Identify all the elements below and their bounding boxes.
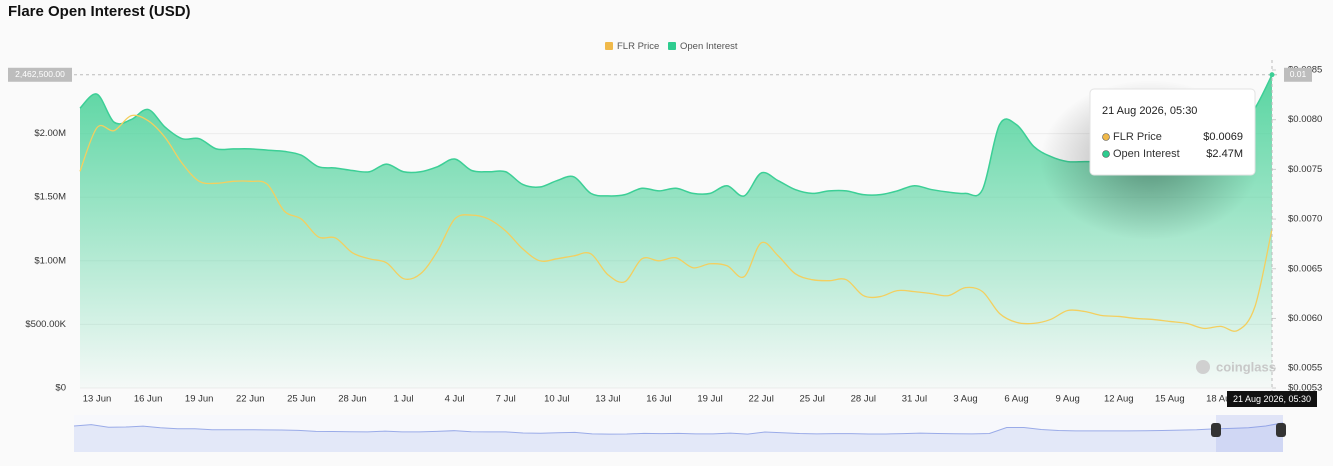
x-tick-label: 18 Aug xyxy=(1206,394,1236,405)
x-tick-label: 22 Jun xyxy=(236,394,265,405)
watermark: coinglass xyxy=(1216,359,1276,374)
x-tick-label: 16 Jul xyxy=(646,394,671,405)
tooltip-name: Open Interest xyxy=(1113,148,1180,160)
navigator-selection xyxy=(1216,415,1283,452)
y-tick-label: $500.00K xyxy=(25,319,66,330)
x-tick-label: 13 Jul xyxy=(595,394,620,405)
x-tick-label: 19 Jul xyxy=(697,394,722,405)
y-tick-label: $2.00M xyxy=(34,128,66,139)
x-tick-label: 9 Aug xyxy=(1056,394,1080,405)
legend-label: FLR Price xyxy=(617,41,659,52)
crosshair-y-label: 2,462,500.00 xyxy=(15,69,65,79)
line xyxy=(79,114,1273,332)
legend-swatch xyxy=(668,42,676,50)
chart-title: Flare Open Interest (USD) xyxy=(8,3,191,20)
x-tick-label: 13 Jun xyxy=(83,394,112,405)
y2-tick-label: $0.0075 xyxy=(1288,164,1322,175)
x-tick-label: 25 Jun xyxy=(287,394,316,405)
x-tick-label: 19 Jun xyxy=(185,394,214,405)
watermark-icon xyxy=(1196,360,1210,374)
x-tick-label: 31 Jul xyxy=(902,394,927,405)
navigator-handle[interactable] xyxy=(1276,423,1286,437)
x-tick-label: 12 Aug xyxy=(1104,394,1134,405)
x-tick-label: 16 Jun xyxy=(134,394,163,405)
crosshair-y2-box xyxy=(1284,67,1312,82)
legend-label: Open Interest xyxy=(680,41,738,52)
tooltip xyxy=(1089,88,1256,176)
x-tick-label: 28 Jul xyxy=(851,394,876,405)
area xyxy=(80,74,1272,389)
y2-tick-label: $0.0080 xyxy=(1288,114,1322,125)
hover-dot xyxy=(1269,72,1275,78)
y-tick-label: $1.00M xyxy=(34,255,66,266)
x-tick-label: 28 Jun xyxy=(338,394,367,405)
navigator-area xyxy=(74,422,1283,452)
crosshair-x-box xyxy=(1227,391,1317,407)
y-tick-label: $1.50M xyxy=(34,192,66,203)
x-tick-label: 15 Aug xyxy=(1155,394,1185,405)
tooltip-title: 21 Aug 2026, 05:30 xyxy=(1102,105,1197,117)
navigator-handle[interactable] xyxy=(1211,423,1221,437)
legend-swatch xyxy=(605,42,613,50)
x-tick-label: 1 Jul xyxy=(394,394,414,405)
crosshair-y-box xyxy=(8,67,72,82)
navigator-line xyxy=(73,422,1284,435)
x-tick-label: 4 Jul xyxy=(445,394,465,405)
x-tick-label: 7 Jul xyxy=(496,394,516,405)
tooltip-value: $0.0069 xyxy=(1203,131,1243,143)
y-tick-label: $0 xyxy=(55,383,66,394)
y2-tick-label: $0.0053 xyxy=(1288,383,1322,394)
tooltip-dot xyxy=(1102,133,1110,141)
x-tick-label: 10 Jul xyxy=(544,394,569,405)
y2-tick-label: $0.0055 xyxy=(1288,363,1322,374)
x-tick-label: 25 Jul xyxy=(800,394,825,405)
y2-tick-label: $0.0070 xyxy=(1288,214,1322,225)
tooltip-name: FLR Price xyxy=(1113,131,1162,143)
crosshair-y2-label: 0.01 xyxy=(1290,69,1307,79)
y2-tick-label: $0.0065 xyxy=(1288,263,1322,274)
y2-tick-label: $0.0060 xyxy=(1288,313,1322,324)
tooltip-dot xyxy=(1102,150,1110,158)
x-tick-label: 3 Aug xyxy=(953,394,977,405)
tooltip-value: $2.47M xyxy=(1206,148,1243,160)
x-tick-label: 6 Aug xyxy=(1004,394,1028,405)
crosshair-x-label: 21 Aug 2026, 05:30 xyxy=(1233,394,1311,404)
x-tick-label: 22 Jul xyxy=(748,394,773,405)
